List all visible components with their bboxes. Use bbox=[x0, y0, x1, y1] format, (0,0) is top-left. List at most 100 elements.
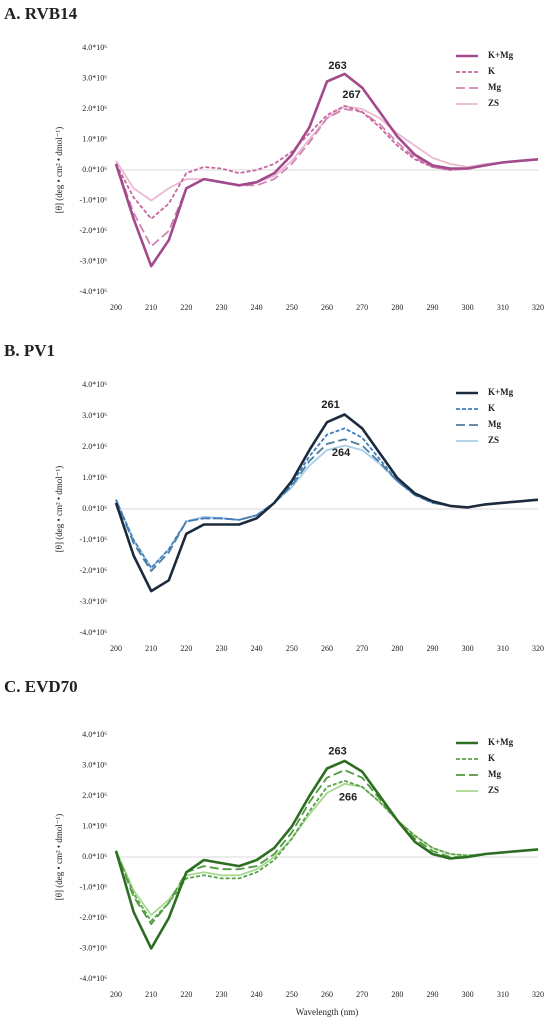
x-tick-label: 280 bbox=[391, 303, 403, 312]
x-tick-label: 230 bbox=[216, 990, 228, 999]
chart-title: A. RVB14 bbox=[4, 4, 78, 23]
x-tick-label: 220 bbox=[180, 990, 192, 999]
peak-label: 263 bbox=[328, 60, 346, 72]
y-tick-label: 3.0*10⁶ bbox=[82, 760, 107, 769]
y-tick-label: -4.0*10⁶ bbox=[80, 287, 108, 296]
legend-label: Mg bbox=[488, 82, 501, 92]
peak-label: 264 bbox=[332, 447, 351, 459]
peak-label: 267 bbox=[342, 89, 360, 101]
x-tick-label: 200 bbox=[110, 644, 122, 653]
data-line bbox=[115, 105, 539, 220]
y-axis-label: [θ] (deg • cm² • dmol⁻¹) bbox=[54, 466, 64, 553]
y-tick-label: 4.0*10⁶ bbox=[82, 730, 107, 739]
x-tick-label: 320 bbox=[532, 644, 544, 653]
legend-label: K bbox=[488, 403, 495, 413]
x-tick-label: 220 bbox=[180, 644, 192, 653]
y-tick-label: 3.0*10⁶ bbox=[82, 411, 107, 420]
y-tick-label: -1.0*10⁶ bbox=[80, 535, 108, 544]
y-tick-label: 1.0*10⁶ bbox=[82, 821, 107, 830]
y-axis-label: [θ] (deg • cm² • dmol⁻¹) bbox=[54, 814, 64, 901]
x-tick-label: 200 bbox=[110, 303, 122, 312]
x-tick-label: 260 bbox=[321, 303, 333, 312]
y-tick-label: -3.0*10⁶ bbox=[80, 943, 108, 952]
legend-label: K+Mg bbox=[488, 50, 514, 60]
y-tick-label: -3.0*10⁶ bbox=[80, 256, 108, 265]
x-tick-label: 320 bbox=[532, 303, 544, 312]
y-tick-label: 4.0*10⁶ bbox=[82, 380, 107, 389]
y-tick-label: 0.0*10⁶ bbox=[82, 165, 107, 174]
y-tick-label: -2.0*10⁶ bbox=[80, 566, 108, 575]
legend-label: K bbox=[488, 753, 495, 763]
x-tick-label: 290 bbox=[427, 644, 439, 653]
chart-title: C. EVD70 bbox=[4, 677, 78, 696]
data-line bbox=[115, 782, 539, 916]
y-tick-label: 2.0*10⁶ bbox=[82, 442, 107, 451]
x-tick-label: 310 bbox=[497, 644, 509, 653]
data-line bbox=[115, 108, 539, 248]
y-tick-label: -3.0*10⁶ bbox=[80, 597, 108, 606]
x-tick-label: 310 bbox=[497, 303, 509, 312]
y-tick-label: 0.0*10⁶ bbox=[82, 504, 107, 513]
peak-label: 261 bbox=[321, 399, 339, 411]
y-tick-label: 1.0*10⁶ bbox=[82, 473, 107, 482]
x-tick-label: 230 bbox=[216, 303, 228, 312]
x-tick-label: 240 bbox=[251, 644, 263, 653]
y-tick-label: -4.0*10⁶ bbox=[80, 628, 108, 637]
data-line bbox=[115, 779, 539, 922]
legend-label: K bbox=[488, 66, 495, 76]
legend-label: ZS bbox=[488, 98, 499, 108]
x-tick-label: 290 bbox=[427, 303, 439, 312]
x-tick-label: 270 bbox=[356, 990, 368, 999]
y-tick-label: -1.0*10⁶ bbox=[80, 195, 108, 204]
y-tick-label: -2.0*10⁶ bbox=[80, 226, 108, 235]
data-line bbox=[114, 413, 539, 593]
x-axis-label: Wavelength (nm) bbox=[296, 1007, 359, 1017]
y-tick-label: 1.0*10⁶ bbox=[82, 134, 107, 143]
peak-label: 263 bbox=[328, 746, 346, 758]
data-line bbox=[115, 438, 539, 572]
y-axis-label: [θ] (deg • cm² • dmol⁻¹) bbox=[54, 127, 64, 214]
y-tick-label: -2.0*10⁶ bbox=[80, 913, 108, 922]
x-tick-label: 310 bbox=[497, 990, 509, 999]
x-tick-label: 240 bbox=[251, 303, 263, 312]
x-tick-label: 230 bbox=[216, 644, 228, 653]
legend-label: K+Mg bbox=[488, 387, 514, 397]
x-tick-label: 250 bbox=[286, 990, 298, 999]
x-tick-label: 280 bbox=[391, 990, 403, 999]
y-tick-label: 2.0*10⁶ bbox=[82, 104, 107, 113]
x-tick-label: 210 bbox=[145, 303, 157, 312]
x-tick-label: 210 bbox=[145, 990, 157, 999]
x-tick-label: 200 bbox=[110, 990, 122, 999]
y-tick-label: 0.0*10⁶ bbox=[82, 852, 107, 861]
x-tick-label: 250 bbox=[286, 303, 298, 312]
legend-label: Mg bbox=[488, 769, 501, 779]
x-tick-label: 260 bbox=[321, 644, 333, 653]
y-tick-label: 3.0*10⁶ bbox=[82, 73, 107, 82]
x-tick-label: 300 bbox=[462, 303, 474, 312]
x-tick-label: 270 bbox=[356, 303, 368, 312]
x-tick-label: 280 bbox=[391, 644, 403, 653]
legend-label: K+Mg bbox=[488, 737, 514, 747]
x-tick-label: 210 bbox=[145, 644, 157, 653]
x-tick-label: 290 bbox=[427, 990, 439, 999]
y-tick-label: 2.0*10⁶ bbox=[82, 791, 107, 800]
x-tick-label: 300 bbox=[462, 990, 474, 999]
x-tick-label: 320 bbox=[532, 990, 544, 999]
x-tick-label: 260 bbox=[321, 990, 333, 999]
y-tick-label: -4.0*10⁶ bbox=[80, 974, 108, 983]
data-line bbox=[114, 72, 539, 268]
x-tick-label: 240 bbox=[251, 990, 263, 999]
x-tick-label: 300 bbox=[462, 644, 474, 653]
y-tick-label: -1.0*10⁶ bbox=[80, 882, 108, 891]
peak-label: 266 bbox=[339, 791, 357, 803]
legend-label: ZS bbox=[488, 435, 499, 445]
x-tick-label: 270 bbox=[356, 644, 368, 653]
legend-label: ZS bbox=[488, 785, 499, 795]
legend-label: Mg bbox=[488, 419, 501, 429]
x-tick-label: 220 bbox=[180, 303, 192, 312]
data-line bbox=[114, 759, 539, 950]
y-tick-label: 4.0*10⁶ bbox=[82, 43, 107, 52]
chart-title: B. PV1 bbox=[4, 341, 55, 360]
x-tick-label: 250 bbox=[286, 644, 298, 653]
